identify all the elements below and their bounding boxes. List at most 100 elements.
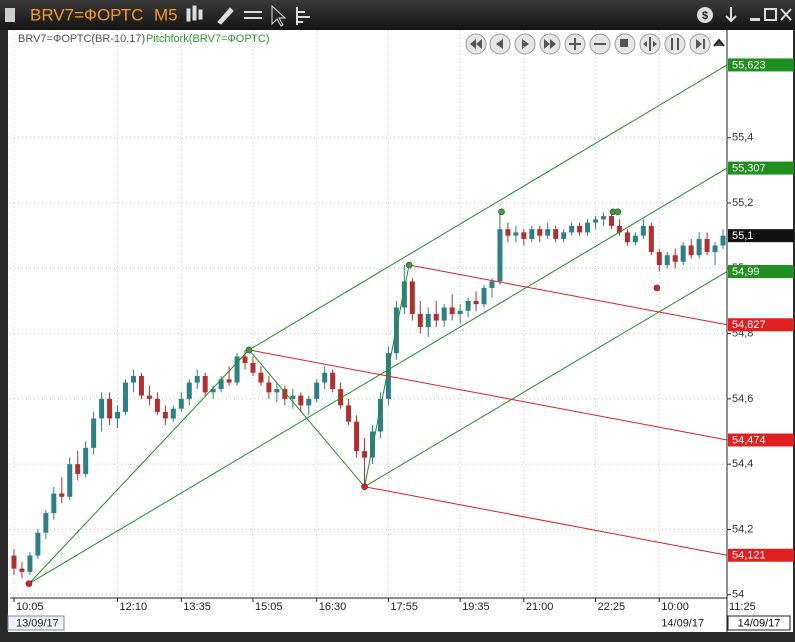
candle-body xyxy=(712,245,718,252)
candle-body xyxy=(306,398,312,406)
candle-body xyxy=(210,389,216,393)
candle-body xyxy=(489,281,495,288)
download-button[interactable] xyxy=(725,7,737,23)
x-tick-label: 13:35 xyxy=(183,601,211,613)
nav-glyph xyxy=(696,39,705,49)
candle-body xyxy=(51,493,57,514)
nav-glyph xyxy=(470,39,482,49)
nav-glyph xyxy=(544,39,556,49)
price-label-box xyxy=(728,229,794,243)
candle-body xyxy=(258,372,264,383)
candles-tool[interactable] xyxy=(198,9,203,20)
price-label: 55,307 xyxy=(732,162,766,174)
depth-tool[interactable] xyxy=(296,7,310,25)
x-tick-label: 10:05 xyxy=(16,601,44,613)
minimize-button[interactable] xyxy=(750,18,760,21)
candle-body xyxy=(43,513,49,533)
maximize-button[interactable] xyxy=(764,8,777,21)
candle-body xyxy=(513,232,519,236)
candle-body xyxy=(67,464,73,497)
candle-body xyxy=(186,382,192,399)
series-legend: BRV7=ФОРТС(BR-10.17) xyxy=(18,33,145,45)
nav-glyph xyxy=(620,39,628,47)
candle-body xyxy=(545,229,551,236)
x-tick-label: 15:05 xyxy=(255,601,283,613)
x-tick-label: 19:35 xyxy=(462,601,490,613)
candle-body xyxy=(561,232,567,239)
y-tick-label: 55,4 xyxy=(732,132,753,144)
price-label-box xyxy=(728,265,794,279)
candle-body xyxy=(648,225,654,252)
candle-body xyxy=(115,411,121,419)
price-label: 55,1 xyxy=(732,230,753,242)
candle-body xyxy=(314,382,320,399)
candle-body xyxy=(354,421,360,452)
candle-body xyxy=(680,245,686,262)
candle-body xyxy=(226,379,232,383)
pitchfork-line xyxy=(409,264,728,326)
candle-body xyxy=(202,376,208,393)
price-label-box xyxy=(728,161,794,175)
window-controls: $ xyxy=(697,7,792,23)
candle-body xyxy=(178,398,184,409)
y-tick-label: 54,6 xyxy=(732,393,753,405)
candle-body xyxy=(290,395,296,399)
candles-tool[interactable] xyxy=(192,5,197,21)
x-tick-label: 22:25 xyxy=(598,601,626,613)
nav-glyph xyxy=(569,38,581,50)
candle-body xyxy=(720,235,726,246)
candle-body xyxy=(417,314,423,328)
y-tick-label: 54 xyxy=(732,589,744,601)
x-tick-label: 17:55 xyxy=(390,601,418,613)
candle-body xyxy=(601,216,607,220)
candle-body xyxy=(664,255,670,266)
candle-body xyxy=(585,222,591,233)
draw-tool[interactable] xyxy=(217,7,234,25)
price-label-box xyxy=(728,548,794,562)
candle-body xyxy=(234,356,240,383)
price-label: 54,99 xyxy=(732,266,760,278)
symbol[interactable]: BRV7=ФОРТС xyxy=(30,5,143,24)
dollar-glyph: $ xyxy=(702,10,708,22)
dollar-button[interactable] xyxy=(697,7,713,23)
candle-body xyxy=(688,245,694,256)
nav-glyph xyxy=(496,39,503,49)
candle-body xyxy=(11,555,17,569)
symbol-icon[interactable] xyxy=(5,8,15,22)
price-label: 54,121 xyxy=(732,550,766,562)
zigzag-line xyxy=(28,264,410,584)
pivot-marker xyxy=(405,261,413,269)
candle-body xyxy=(130,376,136,383)
candle-body xyxy=(138,376,144,396)
candle-body xyxy=(401,281,407,308)
toolbar xyxy=(186,4,310,27)
pivot-marker xyxy=(653,284,661,292)
compress[interactable] xyxy=(664,33,686,55)
candle-body xyxy=(624,232,630,243)
candle-body xyxy=(91,418,97,448)
candle-body xyxy=(170,408,176,419)
candle-body xyxy=(632,235,638,243)
pitchfork-line xyxy=(364,271,728,488)
cursor-tool[interactable] xyxy=(271,4,287,27)
y-tick-label: 54,4 xyxy=(732,458,753,470)
nav-glyph xyxy=(594,43,606,45)
candle-body xyxy=(640,225,646,236)
candle-body xyxy=(616,225,622,233)
timeframe[interactable]: M5 xyxy=(154,5,178,24)
candles-tool[interactable] xyxy=(186,8,191,22)
candle-body xyxy=(553,229,559,239)
candle-body xyxy=(569,225,575,233)
chart-panel xyxy=(8,30,793,632)
collapse-button[interactable] xyxy=(713,38,725,47)
candle-body xyxy=(107,398,113,419)
indicator-tool[interactable] xyxy=(244,11,262,19)
candle-body xyxy=(473,300,479,305)
close-button[interactable] xyxy=(780,8,792,21)
x-tick-label: 11:25 xyxy=(729,601,756,613)
candle-body xyxy=(409,281,415,314)
candle-body xyxy=(274,389,280,393)
candle-body xyxy=(218,379,224,390)
candle-body xyxy=(465,300,471,311)
